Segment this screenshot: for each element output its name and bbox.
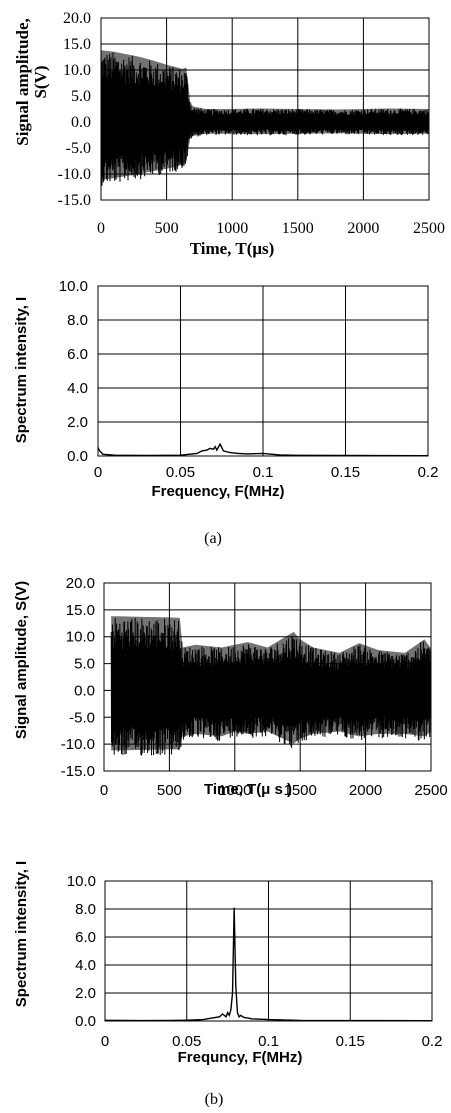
b-spec-ytick-label: 2.0: [75, 985, 96, 1002]
b-time-signal-envelope: [111, 616, 431, 751]
a-spec-ytick-label: 2.0: [67, 414, 88, 431]
chart-b-spec-ylabel: Spectrum intensity, I: [13, 861, 30, 1007]
a-spec-ytick-label: 6.0: [67, 346, 88, 363]
a-time-xtick-label: 0: [97, 220, 105, 237]
b-spec-spectrum-line: [104, 907, 433, 1022]
chart-a-time-signal: 20.0 15.0 10.0 5.0 0.0 -5.0 -10.0 -15.0 0 500 100…: [13, 10, 445, 258]
caption-a: (a): [204, 530, 222, 547]
b-spec-ytick-label: 8.0: [75, 901, 96, 918]
b-time-ytick-label: 20.0: [66, 575, 95, 592]
b-time-ytick-label: 0.0: [74, 682, 95, 699]
b-time-ytick-label: -15.0: [61, 763, 95, 780]
a-spec-xtick-label: 0.1: [253, 464, 274, 481]
b-spec-ytick-label: 6.0: [75, 929, 96, 946]
chart-a-spectrum: 10.0 8.0 6.0 4.0 2.0 0.0 0 0.05 0.1 0.15 0.2 Spec…: [13, 278, 438, 500]
b-time-xtick-label: 2000: [349, 782, 382, 799]
a-time-xtick-label: 500: [155, 220, 179, 237]
a-time-signal-envelope: [101, 50, 429, 180]
b-time-ytick-label: -5.0: [69, 709, 95, 726]
b-time-xtick-label: 1000: [218, 782, 251, 799]
a-time-xtick-label: 2000: [347, 220, 379, 237]
chart-b-time-ylabel: Signal amplitude, S(V): [13, 581, 30, 739]
a-time-ytick-label: -15.0: [58, 192, 91, 209]
chart-b-spectrum: 10.0 8.0 6.0 4.0 2.0 0.0 0 0.05 0.1 0.15 0.2 Spec…: [13, 861, 442, 1066]
b-spec-xtick-label: 0.05: [172, 1033, 201, 1050]
b-spec-xtick-label: 0.15: [336, 1033, 365, 1050]
a-spec-ytick-label: 0.0: [67, 448, 88, 465]
a-spec-ytick-label: 10.0: [59, 278, 88, 295]
b-spec-ytick-label: 0.0: [75, 1013, 96, 1030]
chart-b-spec-xlabel: Frequncy, F(MHz): [178, 1049, 303, 1066]
chart-a-spec-ylabel: Spectrum intensity, I: [13, 297, 30, 443]
b-time-xtick-label: 1500: [284, 782, 317, 799]
a-spec-ytick-label: 8.0: [67, 312, 88, 329]
b-spec-ytick-label: 10.0: [67, 873, 96, 890]
a-spec-xtick-label: 0.2: [418, 464, 439, 481]
b-spec-xtick-label: 0.2: [422, 1033, 443, 1050]
chart-b-time-xlabel: Time, T(μ s ): [204, 781, 292, 798]
chart-a-time-xlabel: Time, T(μs): [190, 239, 275, 258]
a-time-ytick-label: 20.0: [63, 10, 91, 27]
a-time-ytick-label: 0.0: [71, 114, 91, 131]
b-time-ytick-label: 10.0: [66, 629, 95, 646]
b-spec-xtick-label: 0.1: [258, 1033, 279, 1050]
a-spec-ytick-label: 4.0: [67, 380, 88, 397]
b-time-ytick-label: 5.0: [74, 656, 95, 673]
b-spec-xtick-label: 0: [101, 1033, 109, 1050]
a-time-xtick-label: 1500: [282, 220, 314, 237]
a-time-ytick-label: 5.0: [71, 88, 91, 105]
chart-b-time-signal: 20.0 15.0 10.0 5.0 0.0 -5.0 -10.0 -15.0 0 500 100…: [13, 575, 448, 799]
b-time-ytick-label: -10.0: [61, 736, 95, 753]
a-time-ytick-label: -10.0: [58, 166, 91, 183]
a-time-xtick-label: 2500: [413, 220, 445, 237]
a-spec-xtick-label: 0.05: [166, 464, 195, 481]
b-time-xtick-label: 500: [157, 782, 182, 799]
a-time-xtick-label: 1000: [216, 220, 248, 237]
chart-a-time-ylabel-line1: Signal amplitude,: [13, 18, 32, 146]
b-time-xtick-label: 0: [100, 782, 108, 799]
a-time-ytick-label: 10.0: [63, 62, 91, 79]
a-time-ytick-label: -5.0: [66, 140, 91, 157]
a-spec-xtick-label: 0.15: [331, 464, 360, 481]
chart-a-spec-xlabel: Frequency, F(MHz): [151, 483, 284, 500]
a-spec-spectrum-line: [97, 442, 429, 457]
caption-b: (b): [205, 1091, 224, 1108]
b-time-xtick-label: 2500: [414, 782, 447, 799]
chart-a-time-ylabel-line2: S(V): [31, 65, 50, 98]
b-time-ytick-label: 15.0: [66, 602, 95, 619]
a-spec-xtick-label: 0: [94, 464, 102, 481]
a-time-ytick-label: 15.0: [63, 36, 91, 53]
b-spec-ytick-label: 4.0: [75, 957, 96, 974]
